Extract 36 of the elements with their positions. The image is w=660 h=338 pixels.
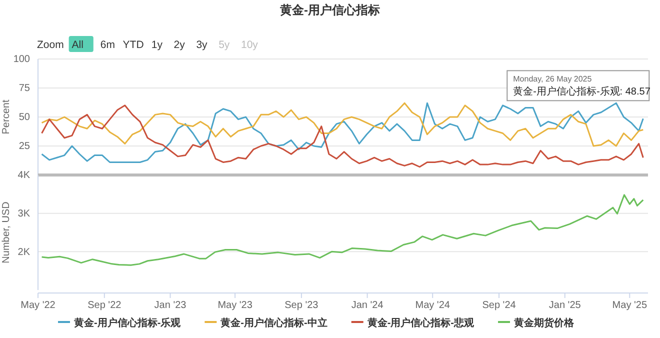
annotation: Monday, 26 May 2025 黄金-用户信心指标-乐观: 48.57 [513, 74, 651, 98]
text: Zoom [37, 39, 64, 51]
text: 2y [174, 39, 186, 51]
line-series [41, 194, 644, 266]
text: 黄金-用户信心指标-中立 [220, 318, 328, 329]
y-tick-label: 4K [18, 170, 30, 182]
y-axis-title: Number, USD [1, 202, 12, 264]
y-tick-label: 3K [18, 208, 30, 220]
line-series [41, 102, 644, 147]
x-tick-label: May '24 [415, 300, 450, 312]
text: 黄金-用户信心指标-悲观 [367, 318, 474, 329]
chart-title: 黄金-用户信心指标 [279, 3, 380, 17]
y-tick-label: 25 [18, 141, 30, 152]
text: 6m [100, 39, 116, 51]
legend-label: 黄金期货价格 [513, 317, 576, 329]
y-tick-label: 75 [18, 83, 30, 94]
x-tick-label: Jan '23 [154, 300, 187, 312]
x-tick-label: May '25 [612, 300, 648, 312]
text: All [72, 39, 84, 51]
y-tick-label: 100 [13, 54, 30, 66]
text: YTD [122, 39, 144, 51]
text: 3y [196, 39, 208, 51]
x-tick-label: Jan '25 [548, 300, 582, 312]
text: 黄金-用户信心指标-乐观 [74, 318, 181, 329]
x-tick-label: May '22 [20, 300, 56, 312]
x-tick-label: May '23 [218, 300, 253, 312]
y-tick-label: 2K [18, 246, 30, 258]
text: 1y [151, 39, 164, 51]
x-tick-label: Sep '23 [284, 300, 319, 312]
y-axis-title: Percent [1, 100, 12, 134]
x-tick-label: Sep '24 [482, 300, 516, 312]
x-tick-label: Jan '24 [351, 300, 384, 312]
y-tick-label: 50 [18, 112, 30, 124]
text: 10y [241, 39, 259, 51]
x-tick-label: Sep '22 [88, 300, 122, 312]
text: 5y [218, 39, 230, 51]
